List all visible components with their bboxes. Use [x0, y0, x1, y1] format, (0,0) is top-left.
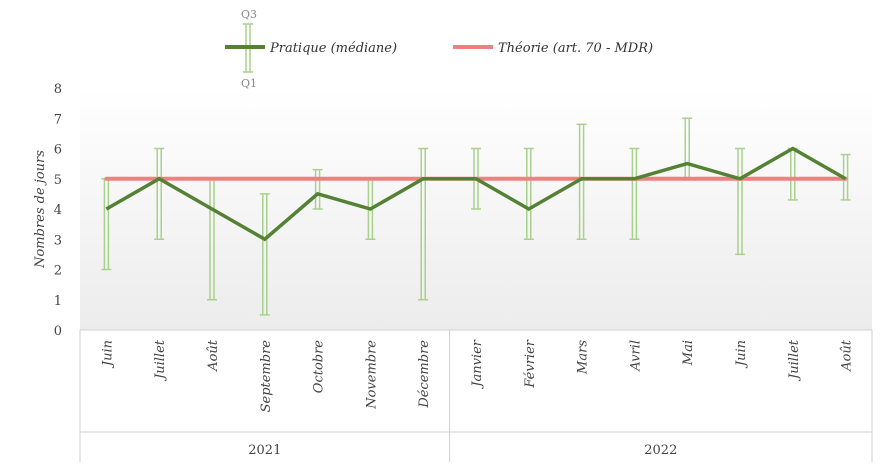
series-lines	[104, 146, 848, 242]
legend-label-pratique: Pratique (médiane)	[269, 41, 397, 56]
error-bar	[418, 147, 429, 301]
error-bar	[154, 147, 165, 240]
error-bar	[629, 147, 640, 240]
y-axis-ticks: 0 1 2 3 4 5 6 7 8	[54, 82, 62, 339]
error-bar	[523, 147, 534, 240]
y-tick-label: 4	[54, 203, 62, 218]
series-line-pratique	[105, 146, 847, 242]
y-tick-label: 3	[54, 233, 62, 248]
error-bar	[840, 153, 851, 201]
x-tick-label: Septembre	[259, 340, 274, 413]
legend-label-theorie: Théorie (art. 70 - MDR)	[498, 41, 653, 56]
legend-q3-label: Q3	[241, 8, 257, 21]
y-tick-label: 1	[54, 294, 62, 309]
x-tick-label: Août	[840, 339, 855, 372]
y-axis-title: Nombres de jours	[33, 150, 48, 269]
x-group-label: 2021	[248, 443, 281, 458]
x-tick-label: Mai	[681, 340, 696, 366]
x-axis: Juin Juillet Août Septembre Octobre Novembre D…	[79, 329, 873, 462]
y-tick-label: 6	[54, 143, 62, 158]
x-tick-label: Juin	[100, 340, 115, 369]
y-tick-label: 2	[54, 264, 62, 279]
x-tick-label: Octobre	[312, 340, 327, 394]
y-tick-label: 0	[54, 324, 62, 339]
x-tick-label: Novembre	[364, 340, 379, 410]
x-tick-label: Août	[206, 339, 221, 372]
x-tick-label: Juillet	[787, 339, 802, 382]
error-bar	[735, 147, 745, 256]
error-bar	[312, 168, 323, 210]
y-tick-label: 8	[54, 82, 62, 97]
y-tick-label: 7	[54, 112, 62, 127]
x-tick-label: Février	[523, 339, 538, 388]
x-tick-label: Mars	[576, 340, 591, 375]
x-tick-label: Décembre	[417, 340, 432, 409]
y-tick-label: 5	[54, 173, 62, 188]
x-tick-label: Janvier	[470, 339, 485, 390]
error-bar	[259, 193, 270, 316]
x-tick-label: Avril	[628, 340, 643, 372]
legend-q1-label: Q1	[241, 77, 257, 90]
legend: Q3 Q1 Pratique (médiane) Théorie (art. 7…	[225, 8, 653, 90]
x-group-label: 2022	[644, 443, 677, 458]
x-tick-label: Juin	[734, 340, 749, 369]
x-tick-label: Juillet	[153, 339, 168, 382]
